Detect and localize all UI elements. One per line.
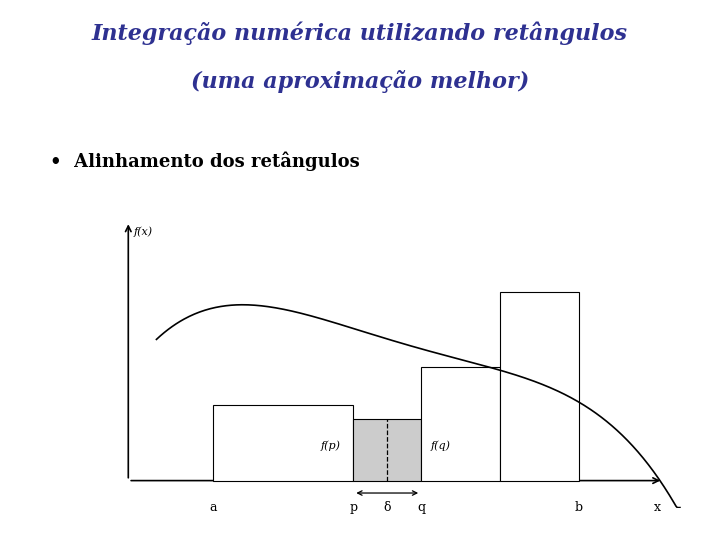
Text: p: p	[349, 501, 358, 514]
Text: δ: δ	[384, 501, 391, 514]
Text: a: a	[209, 501, 217, 514]
Bar	[500, 292, 579, 481]
Text: (uma aproximação melhor): (uma aproximação melhor)	[191, 70, 529, 93]
Text: q: q	[417, 501, 425, 514]
Bar	[421, 367, 500, 481]
Bar	[354, 418, 421, 481]
Text: f(q): f(q)	[431, 440, 451, 451]
Text: f(p): f(p)	[321, 440, 341, 451]
Bar	[212, 405, 354, 481]
Text: x: x	[654, 501, 661, 514]
Text: •  Alinhamento dos retângulos: • Alinhamento dos retângulos	[50, 151, 360, 171]
Text: b: b	[575, 501, 582, 514]
Text: f(x): f(x)	[134, 227, 153, 238]
Text: Integração numérica utilizando retângulos: Integração numérica utilizando retângulo…	[92, 22, 628, 45]
